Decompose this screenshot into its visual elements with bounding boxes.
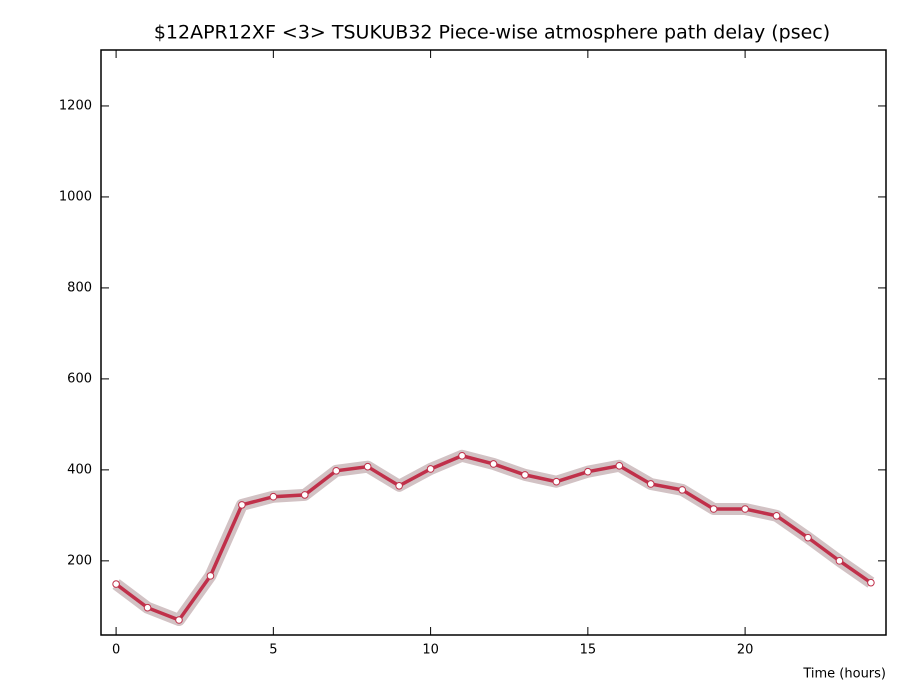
- data-point: [332, 466, 341, 475]
- x-tick-label: 20: [737, 643, 754, 658]
- x-tick-label: 5: [269, 643, 277, 658]
- data-point: [867, 578, 875, 587]
- data-point: [175, 616, 183, 624]
- uncertainty-band: [112, 449, 875, 626]
- data-point: [584, 467, 592, 476]
- x-tick-label: 10: [422, 643, 439, 658]
- data-point: [678, 486, 687, 494]
- data-point: [395, 481, 403, 490]
- data-point: [521, 471, 529, 479]
- y-tick-label: 400: [67, 462, 92, 477]
- data-point: [489, 460, 498, 468]
- data-point: [206, 572, 215, 580]
- data-point: [741, 505, 749, 513]
- data-point: [835, 557, 844, 565]
- x-tick-label: 0: [112, 643, 120, 658]
- data-point: [646, 480, 655, 488]
- y-tick-label: 200: [67, 553, 92, 568]
- data-point: [269, 492, 278, 501]
- data-point: [363, 462, 372, 471]
- plot-frame: [100, 49, 887, 636]
- y-tick-label: 1000: [59, 189, 92, 204]
- y-tick-label: 600: [67, 371, 92, 386]
- data-point: [112, 580, 120, 588]
- data-point: [458, 451, 466, 460]
- data-point: [772, 512, 781, 520]
- x-axis-label: Time (hours): [802, 667, 886, 682]
- data-point: [615, 461, 624, 470]
- data-point: [238, 501, 246, 509]
- data-point: [804, 533, 812, 542]
- data-point: [300, 491, 309, 499]
- data-point: [143, 603, 152, 612]
- data-point: [709, 505, 718, 513]
- y-tick-label: 1200: [59, 98, 92, 113]
- y-tick-label: 800: [67, 280, 92, 295]
- x-tick-label: 15: [580, 643, 597, 658]
- data-point: [426, 465, 435, 473]
- data-point: [552, 477, 561, 486]
- chart-title: $12APR12XF <3> TSUKUB32 Piece-wise atmos…: [154, 22, 830, 44]
